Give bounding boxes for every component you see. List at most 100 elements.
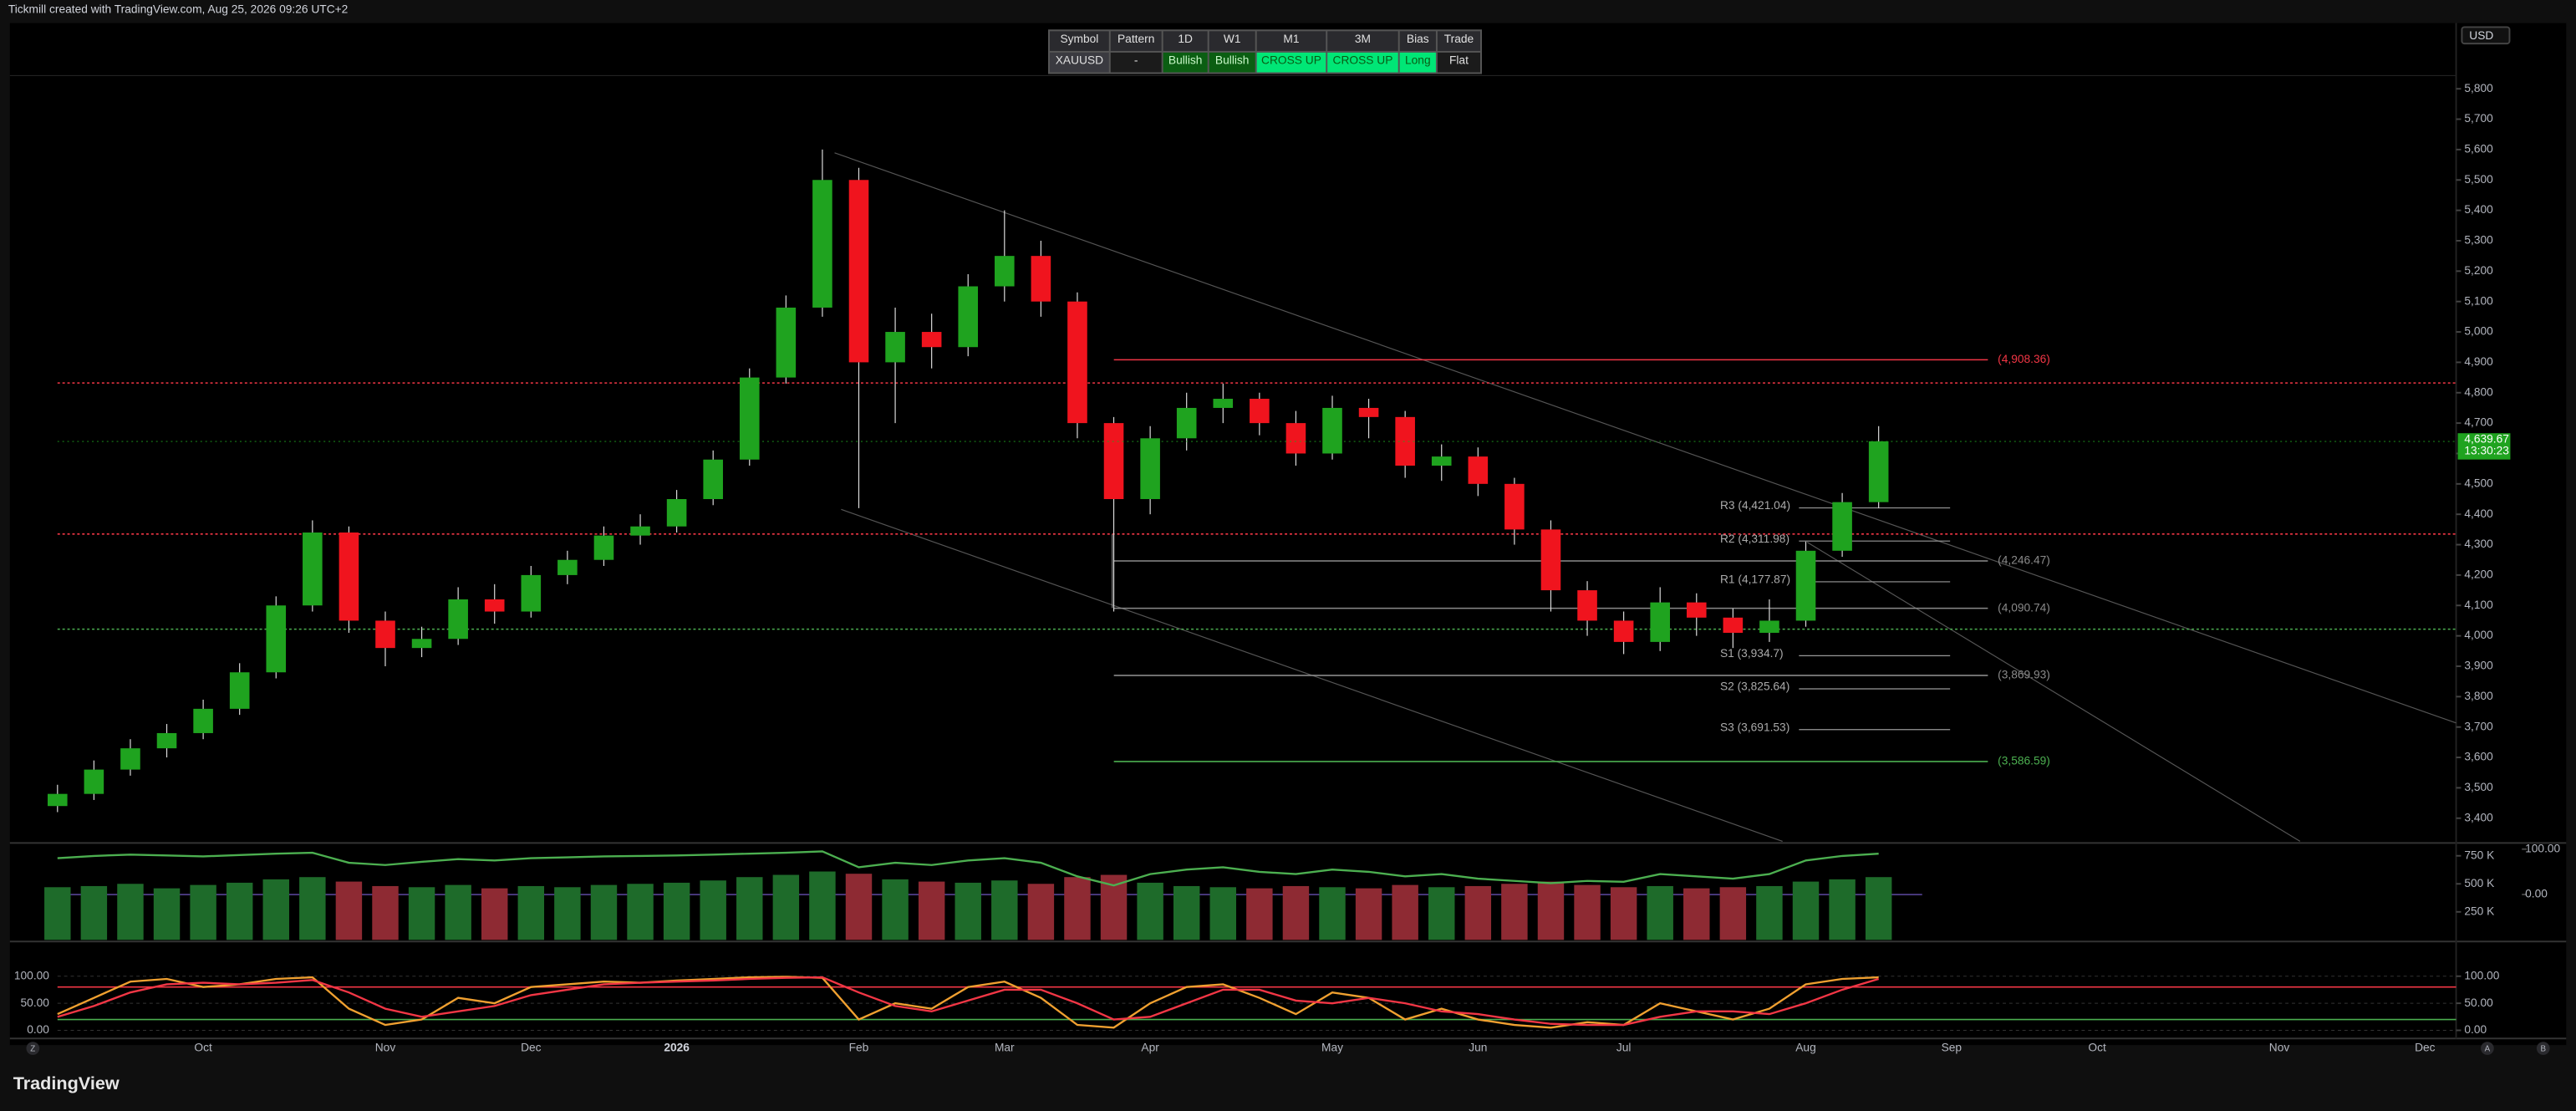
volume-bar xyxy=(772,874,800,940)
candle-body xyxy=(885,332,905,363)
candle-body xyxy=(848,180,869,363)
footer-button-label: A xyxy=(2485,1045,2491,1054)
y-tick-label: 500 K xyxy=(2464,877,2495,889)
y-tick-label: 4,200 xyxy=(2464,568,2493,581)
volume-bar xyxy=(1537,881,1565,940)
candle-body xyxy=(703,459,723,500)
level-label: (4,908.36) xyxy=(1998,353,2050,365)
y-tick-label-left: 100.00 xyxy=(14,969,49,981)
volume-bar xyxy=(590,884,618,940)
candle-body xyxy=(229,672,250,709)
volume-bar xyxy=(1319,887,1346,940)
pivot-label: S3 (3,691.53) xyxy=(1720,721,1789,733)
candle-body xyxy=(1031,256,1051,302)
y-tick-label: 50.00 xyxy=(2464,996,2493,1009)
y-tick-label: 5,600 xyxy=(2464,143,2493,155)
pivot-label: R1 (4,177.87) xyxy=(1720,573,1790,586)
volume-bar xyxy=(190,884,216,940)
table-cell: Flat xyxy=(1437,52,1481,73)
candle-body xyxy=(630,526,650,536)
y-tick-label: 4,900 xyxy=(2464,355,2493,368)
header-title: Tickmill created with TradingView.com, A… xyxy=(8,4,349,17)
y-tick-label: 4,100 xyxy=(2464,599,2493,611)
pivot-label: R2 (4,311.98) xyxy=(1720,533,1789,545)
volume-bar xyxy=(882,879,909,940)
footer-button[interactable] xyxy=(2481,1042,2494,1055)
y-tick-label: 4,500 xyxy=(2464,477,2493,489)
candle-body xyxy=(375,620,395,649)
trendline xyxy=(1806,542,2301,842)
volume-bar xyxy=(1355,888,1382,940)
volume-bar xyxy=(1392,884,1418,940)
volume-bar xyxy=(1829,879,1856,940)
y-tick-label: 250 K xyxy=(2464,905,2495,917)
indicator-line xyxy=(57,976,1879,1027)
table-cell: CROSS UP xyxy=(1256,52,1326,73)
volume-bar xyxy=(554,887,581,940)
last-price-label: 4,639.67 xyxy=(2464,433,2509,446)
brand: TradingView xyxy=(13,1074,120,1095)
y-tick-label: 750 K xyxy=(2464,849,2495,861)
y-tick-label-left: 0.00 xyxy=(27,1023,49,1036)
volume-bar xyxy=(445,884,471,940)
y-tick-label-left: 50.00 xyxy=(21,996,50,1009)
pivot-label: S2 (3,825.64) xyxy=(1720,680,1789,693)
footer-button[interactable] xyxy=(2536,1042,2550,1055)
indicator-line xyxy=(57,850,1879,887)
candle-body xyxy=(1140,438,1160,500)
candle-body xyxy=(193,708,213,733)
candle-body xyxy=(1285,423,1306,454)
volume-bar xyxy=(1647,885,1673,940)
volume-bar xyxy=(736,877,763,940)
volume-bar xyxy=(1282,885,1310,940)
x-tick-label: May xyxy=(1321,1042,1343,1054)
y-tick-label: 3,600 xyxy=(2464,751,2493,763)
table-cell: Long xyxy=(1399,52,1436,73)
y-tick-label: 3,800 xyxy=(2464,690,2493,702)
volume-bar xyxy=(1501,884,1528,940)
candle-body xyxy=(48,793,68,807)
volume-bar xyxy=(845,874,873,940)
volume-bar xyxy=(262,879,289,940)
table-header-cell: M1 xyxy=(1256,31,1326,51)
candle-body xyxy=(776,307,797,378)
volume-bar xyxy=(1719,887,1747,940)
x-tick-label: Aug xyxy=(1795,1042,1815,1054)
table-header-cell: Symbol xyxy=(1050,31,1109,51)
x-tick-label: 2026 xyxy=(664,1042,690,1054)
volume-bar xyxy=(80,885,108,940)
candle-body xyxy=(484,599,505,612)
candle-body xyxy=(521,574,542,612)
volume-bar xyxy=(408,887,435,940)
candle-body xyxy=(303,533,323,606)
y-tick-label: 5,000 xyxy=(2464,325,2493,338)
volume-bar xyxy=(918,881,945,940)
currency-button[interactable]: USD xyxy=(2461,26,2511,45)
y-tick-label: 4,800 xyxy=(2464,385,2493,398)
candle-body xyxy=(339,533,359,621)
y-tick-label: 3,400 xyxy=(2464,811,2493,823)
candle-body xyxy=(666,499,687,527)
footer-button[interactable] xyxy=(26,1042,40,1055)
y-tick-label: 4,300 xyxy=(2464,538,2493,550)
candle-body xyxy=(411,639,432,649)
candle-body xyxy=(1103,423,1124,500)
volume-bar xyxy=(1137,882,1163,940)
candle-body xyxy=(1468,456,1489,484)
footer-button-label: Z xyxy=(30,1045,35,1054)
volume-bar xyxy=(1246,888,1273,940)
table-cell: CROSS UP xyxy=(1327,52,1398,73)
volume-bar xyxy=(153,888,181,940)
volume-bar xyxy=(517,885,545,940)
candle-body xyxy=(1686,602,1707,618)
table-cell: Bullish xyxy=(1209,52,1255,73)
candle-body xyxy=(1431,456,1452,466)
level-label: (4,246.47) xyxy=(1998,554,2050,567)
candle-body xyxy=(995,256,1015,287)
y-tick-label: 4,000 xyxy=(2464,629,2493,641)
volume-bar xyxy=(1173,885,1200,940)
volume-bar xyxy=(299,877,326,940)
volume-bar xyxy=(1792,881,1820,940)
